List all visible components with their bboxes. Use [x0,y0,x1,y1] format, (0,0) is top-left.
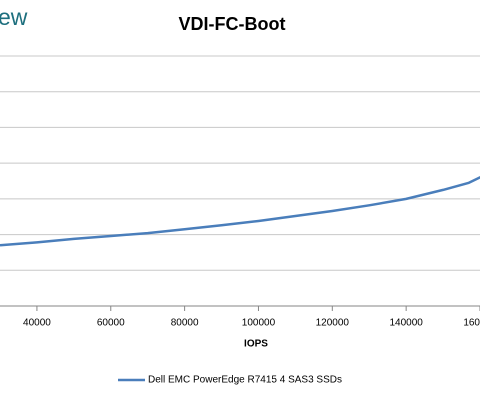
x-tick-label: 160000 [463,318,480,329]
x-tick-label: 140000 [389,318,423,329]
brand-logo: ew [0,4,28,30]
x-tick-label: 120000 [316,318,350,329]
series-line [0,176,480,247]
chart-title: VDI-FC-Boot [179,14,286,34]
x-tick-label: 40000 [23,318,51,329]
x-tick-label: 60000 [97,318,125,329]
legend-label: Dell EMC PowerEdge R7415 4 SAS3 SSDs [148,375,342,386]
x-tick-label: 100000 [242,318,276,329]
x-axis-label: IOPS [244,339,268,350]
x-tick-label: 80000 [171,318,199,329]
